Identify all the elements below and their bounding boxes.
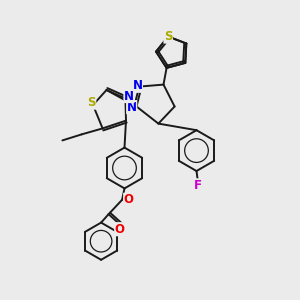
Text: O: O — [115, 223, 125, 236]
Text: N: N — [124, 89, 134, 103]
Text: O: O — [124, 193, 134, 206]
Text: N: N — [132, 79, 142, 92]
Text: N: N — [127, 100, 137, 114]
Text: S: S — [87, 96, 96, 109]
Text: F: F — [194, 179, 202, 192]
Text: S: S — [164, 30, 172, 43]
